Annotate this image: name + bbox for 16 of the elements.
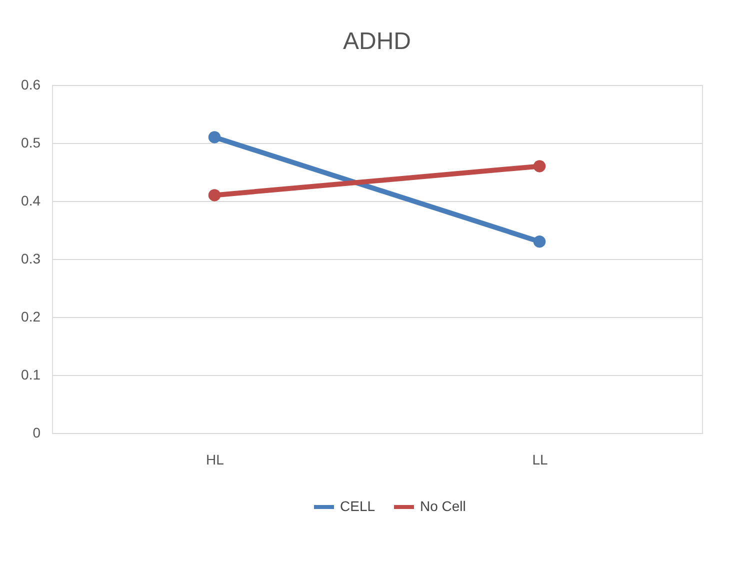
point bbox=[533, 160, 546, 172]
point bbox=[208, 189, 221, 202]
y-tick-label: 0 bbox=[32, 424, 41, 440]
y-tick-label: 0.3 bbox=[21, 250, 41, 266]
legend-label: No Cell bbox=[420, 498, 466, 514]
point bbox=[208, 131, 221, 144]
x-tick-label: LL bbox=[532, 452, 548, 468]
x-tick-label: HL bbox=[206, 452, 224, 468]
point bbox=[533, 235, 546, 248]
y-tick-label: 0.6 bbox=[21, 76, 41, 92]
chart-title: ADHD bbox=[342, 28, 412, 55]
y-tick-label: 0.2 bbox=[21, 308, 41, 324]
y-tick-label: 0.5 bbox=[21, 134, 41, 150]
y-tick-label: 0.1 bbox=[21, 366, 41, 382]
y-tick-label: 0.4 bbox=[21, 192, 41, 208]
legend-label: CELL bbox=[340, 498, 376, 514]
